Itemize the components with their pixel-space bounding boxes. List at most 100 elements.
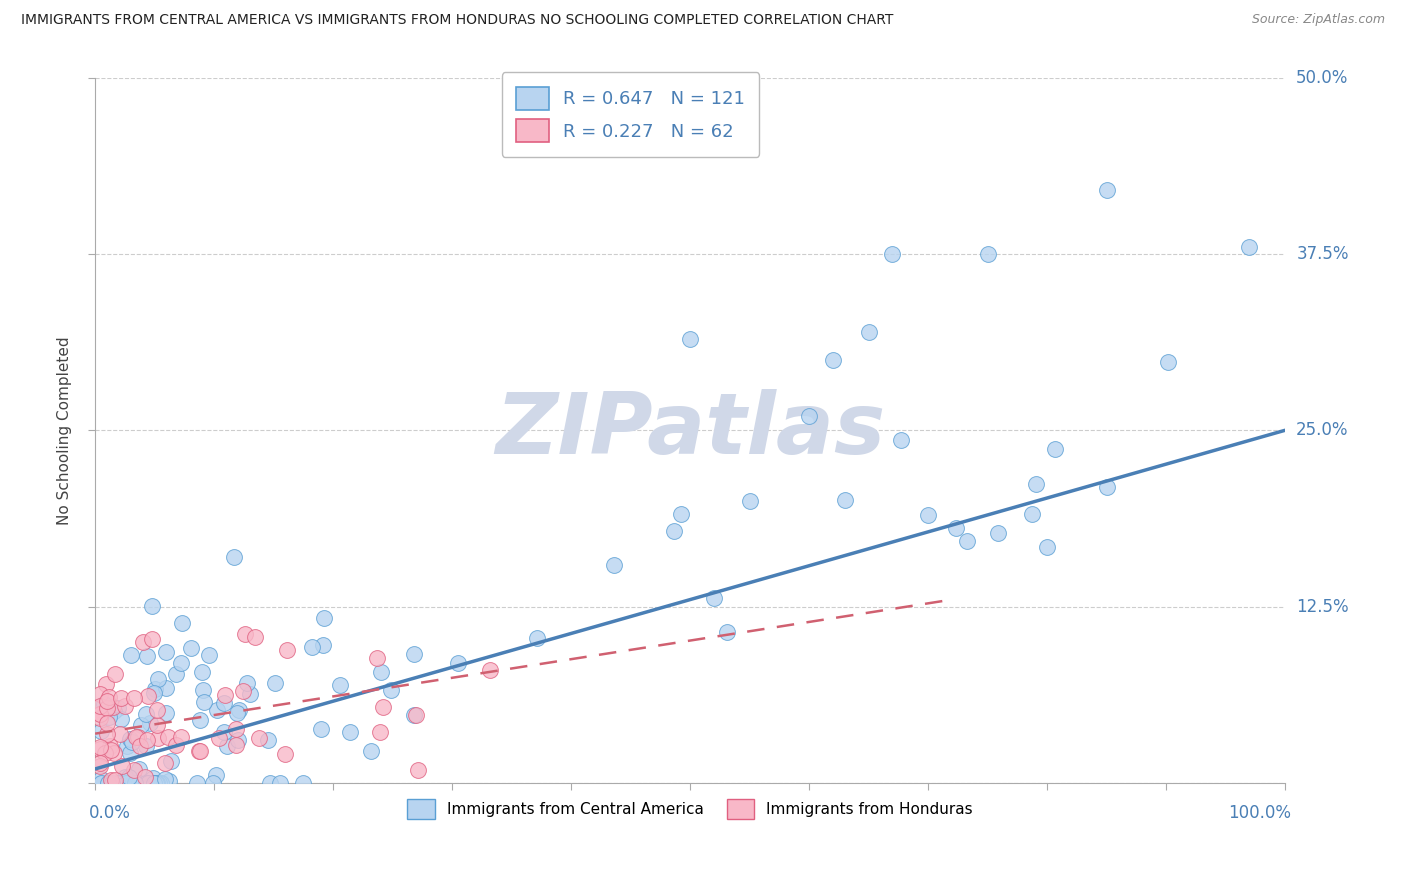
- Point: [136, 732, 159, 747]
- Point: [150, 776, 173, 790]
- Point: [180, 641, 202, 656]
- Point: [373, 700, 395, 714]
- Point: [243, 630, 266, 644]
- Point: [197, 648, 219, 662]
- Point: [890, 433, 912, 447]
- Point: [96, 716, 118, 731]
- Point: [235, 676, 257, 690]
- Text: 100.0%: 100.0%: [1227, 805, 1291, 822]
- Point: [156, 730, 179, 744]
- Point: [118, 770, 141, 784]
- Point: [257, 733, 280, 747]
- Point: [738, 493, 761, 508]
- Point: [98, 709, 121, 723]
- Point: [90, 772, 112, 786]
- Point: [96, 677, 118, 691]
- Point: [101, 700, 124, 714]
- Point: [101, 776, 124, 790]
- Point: [89, 758, 111, 772]
- Point: [89, 756, 111, 771]
- Point: [208, 731, 231, 746]
- Point: [226, 706, 249, 721]
- Point: [190, 713, 212, 727]
- Point: [128, 739, 150, 753]
- Point: [89, 742, 111, 756]
- Point: [127, 776, 149, 790]
- Point: [103, 666, 125, 681]
- Point: [89, 740, 111, 755]
- Point: [987, 525, 1010, 540]
- Text: 25.0%: 25.0%: [1296, 421, 1348, 439]
- Point: [233, 627, 256, 641]
- Point: [159, 754, 181, 768]
- Point: [945, 521, 967, 535]
- Point: [263, 675, 285, 690]
- Point: [301, 640, 323, 654]
- Point: [135, 706, 157, 721]
- Point: [191, 665, 214, 679]
- Point: [143, 776, 166, 790]
- Point: [145, 776, 167, 790]
- Point: [98, 739, 121, 753]
- Point: [96, 701, 118, 715]
- Point: [89, 711, 111, 725]
- Point: [120, 648, 142, 663]
- Legend: Immigrants from Central America, Immigrants from Honduras: Immigrants from Central America, Immigra…: [401, 793, 979, 825]
- Point: [247, 731, 270, 745]
- Point: [114, 770, 136, 784]
- Point: [131, 634, 153, 648]
- Point: [662, 524, 685, 538]
- Point: [834, 492, 856, 507]
- Point: [141, 771, 163, 785]
- Point: [110, 690, 132, 705]
- Point: [703, 591, 725, 605]
- Point: [148, 672, 170, 686]
- Point: [172, 615, 194, 630]
- Point: [224, 549, 246, 564]
- Point: [142, 776, 165, 790]
- Point: [117, 739, 139, 753]
- Point: [108, 776, 131, 790]
- Point: [312, 638, 335, 652]
- Point: [136, 776, 159, 790]
- Point: [111, 759, 134, 773]
- Text: IMMIGRANTS FROM CENTRAL AMERICA VS IMMIGRANTS FROM HONDURAS NO SCHOOLING COMPLET: IMMIGRANTS FROM CENTRAL AMERICA VS IMMIG…: [21, 13, 893, 28]
- Text: 12.5%: 12.5%: [1296, 598, 1348, 615]
- Point: [94, 746, 117, 760]
- Text: Source: ZipAtlas.com: Source: ZipAtlas.com: [1251, 13, 1385, 27]
- Point: [360, 743, 382, 757]
- Point: [135, 776, 157, 790]
- Point: [145, 703, 167, 717]
- Point: [291, 776, 314, 790]
- Point: [127, 731, 149, 745]
- Point: [207, 703, 229, 717]
- Point: [148, 776, 170, 790]
- Point: [114, 699, 136, 714]
- Point: [956, 534, 979, 549]
- Point: [141, 776, 163, 790]
- Point: [97, 776, 120, 790]
- Point: [142, 686, 165, 700]
- Point: [217, 739, 239, 753]
- Point: [339, 725, 361, 739]
- Point: [150, 776, 173, 790]
- Point: [259, 776, 281, 790]
- Point: [186, 776, 208, 790]
- Point: [97, 776, 120, 790]
- Point: [125, 776, 148, 790]
- Point: [89, 687, 111, 701]
- Point: [679, 332, 702, 346]
- Point: [136, 648, 159, 663]
- Point: [366, 651, 388, 665]
- Point: [93, 697, 115, 711]
- Point: [90, 723, 112, 738]
- Point: [406, 763, 429, 777]
- Point: [1045, 442, 1067, 456]
- Point: [1036, 540, 1059, 554]
- Point: [193, 683, 215, 698]
- Point: [90, 776, 112, 790]
- Point: [100, 742, 122, 756]
- Point: [193, 695, 215, 709]
- Point: [122, 763, 145, 777]
- Point: [447, 657, 470, 671]
